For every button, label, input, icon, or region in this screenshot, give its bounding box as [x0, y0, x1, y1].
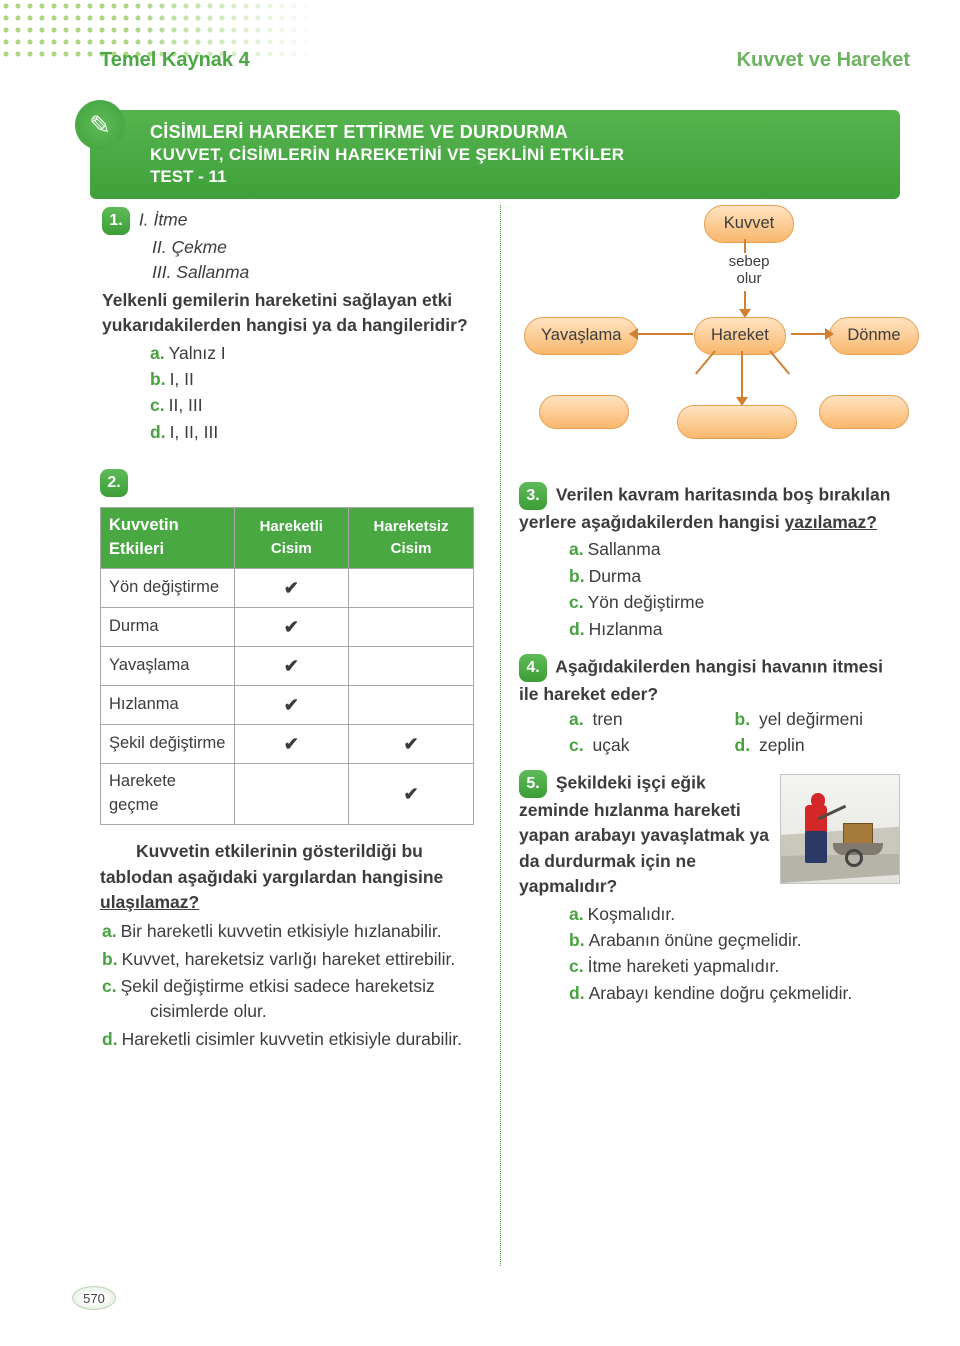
- q2-opt-b: Kuvvet, hareketsiz varlığı hareket ettir…: [122, 949, 456, 969]
- q4-number: 4.: [519, 654, 547, 682]
- th-effects: Kuvvetin Etkileri: [101, 508, 235, 569]
- q3-opt-a: Sallanma: [588, 539, 661, 559]
- book-title: Temel Kaynak 4: [100, 49, 250, 72]
- th-still: Hareketsiz Cisim: [348, 508, 474, 569]
- q1-ii: II. Çekme: [102, 235, 482, 260]
- q1-opt-b: I, II: [170, 369, 194, 389]
- cm-kuvvet: Kuvvet: [704, 205, 794, 243]
- cm-empty-1: [539, 395, 629, 429]
- q4-opt-a: tren: [592, 709, 622, 729]
- banner-line3: TEST - 11: [150, 167, 880, 187]
- q5-opt-c: İtme hareketi yapmalıdır.: [588, 956, 780, 976]
- q4-opt-c: uçak: [592, 735, 629, 755]
- worker-cart-illustration: [780, 774, 900, 884]
- table-row: Hızlanma✔: [101, 686, 474, 725]
- chapter-title: Kuvvet ve Hareket: [737, 49, 910, 72]
- concept-map: Kuvvet sebep olur Hareket Yavaşlama Dönm…: [519, 205, 900, 470]
- th-moving: Hareketli Cisim: [234, 508, 348, 569]
- question-1: 1. I. İtme II. Çekme III. Sallanma Yelke…: [100, 207, 482, 445]
- table-row: Yavaşlama✔: [101, 647, 474, 686]
- q5-number: 5.: [519, 770, 547, 798]
- q3-opt-d: Hızlanma: [589, 619, 663, 639]
- content-columns: 1. I. İtme II. Çekme III. Sallanma Yelke…: [100, 205, 900, 1266]
- question-5: 5. Şekildeki işçi eğik zeminde hızlanma …: [519, 770, 900, 1006]
- q1-iii: III. Sallanma: [102, 260, 482, 285]
- table-row: Yön değiştirme✔: [101, 568, 474, 607]
- q2-opt-d: Hareketli cisimler kuvvetin etkisiyle du…: [122, 1029, 462, 1049]
- q5-opt-b: Arabanın önüne geçmelidir.: [589, 930, 802, 950]
- q1-opt-c: II, III: [169, 395, 203, 415]
- banner-line1: CİSİMLERİ HAREKET ETTİRME VE DURDURMA: [150, 122, 880, 143]
- q3-opt-c: Yön değiştirme: [588, 592, 705, 612]
- cm-hareket: Hareket: [694, 317, 786, 355]
- q1-options: a.Yalnız I b.I, II c.II, III d.I, II, II…: [100, 341, 482, 446]
- opt-d-label: d.: [150, 422, 166, 442]
- q3-number: 3.: [519, 482, 547, 510]
- effects-table: Kuvvetin Etkileri Hareketli Cisim Hareke…: [100, 507, 474, 825]
- cm-empty-3: [819, 395, 909, 429]
- pencil-icon: ✎: [75, 100, 125, 150]
- q4-options-row1: a. tren b. yel değirmeni: [519, 707, 900, 732]
- cm-donme: Dönme: [829, 317, 919, 355]
- q2-opt-c: Şekil değiştirme etkisi sadece hareketsi…: [121, 976, 435, 1021]
- cm-yavaslama: Yavaşlama: [524, 317, 638, 355]
- cm-sebep: sebep olur: [719, 253, 779, 288]
- q1-number: 1.: [102, 207, 130, 235]
- question-2: 2. Kuvvetin Etkileri Hareketli Cisim Har…: [100, 469, 482, 1052]
- q1-stem: Yelkenli gemilerin hareketini sağlayan e…: [100, 288, 482, 339]
- banner-line2: KUVVET, CİSİMLERİN HAREKETİNİ VE ŞEKLİNİ…: [150, 145, 880, 165]
- page-header: Temel Kaynak 4 Kuvvet ve Hareket: [0, 40, 960, 80]
- q1-i: I. İtme: [139, 210, 188, 230]
- cm-empty-2: [677, 405, 797, 439]
- opt-c-label: c.: [150, 395, 165, 415]
- q2-number: 2.: [100, 469, 128, 497]
- question-3: 3. Verilen kavram haritasında boş bırakı…: [519, 482, 900, 642]
- question-4: 4. Aşağıdakilerden hangisi havanın itmes…: [519, 654, 900, 758]
- q3-options: a.Sallanma b.Durma c.Yön değiştirme d.Hı…: [519, 537, 900, 642]
- opt-b-label: b.: [150, 369, 166, 389]
- q5-opt-d: Arabayı kendine doğru çekmelidir.: [589, 983, 853, 1003]
- right-column: Kuvvet sebep olur Hareket Yavaşlama Dönm…: [500, 205, 900, 1266]
- q4-opt-d: zeplin: [759, 735, 805, 755]
- q1-opt-a: Yalnız I: [169, 343, 226, 363]
- table-row: Şekil değiştirme✔✔: [101, 725, 474, 764]
- left-column: 1. I. İtme II. Çekme III. Sallanma Yelke…: [100, 205, 500, 1266]
- q4-options-row2: c. uçak d. zeplin: [519, 733, 900, 758]
- page-number: 570: [72, 1286, 116, 1310]
- q2-opt-a: Bir hareketli kuvvetin etkisiyle hızlana…: [121, 921, 442, 941]
- q2-stem: Kuvvetin etkilerinin gösterildiği bu tab…: [100, 839, 482, 915]
- title-banner: CİSİMLERİ HAREKET ETTİRME VE DURDURMA KU…: [90, 110, 900, 199]
- q5-opt-a: Koşmalıdır.: [588, 904, 676, 924]
- table-row: Durma✔: [101, 607, 474, 646]
- opt-a-label: a.: [150, 343, 165, 363]
- q2-options: a.Bir hareketli kuvvetin etkisiyle hızla…: [100, 919, 482, 1052]
- q4-opt-b: yel değirmeni: [759, 709, 863, 729]
- q1-opt-d: I, II, III: [170, 422, 219, 442]
- q5-options: a.Koşmalıdır. b.Arabanın önüne geçmelidi…: [519, 902, 900, 1007]
- table-row: Harekete geçme✔: [101, 764, 474, 825]
- q3-opt-b: Durma: [589, 566, 642, 586]
